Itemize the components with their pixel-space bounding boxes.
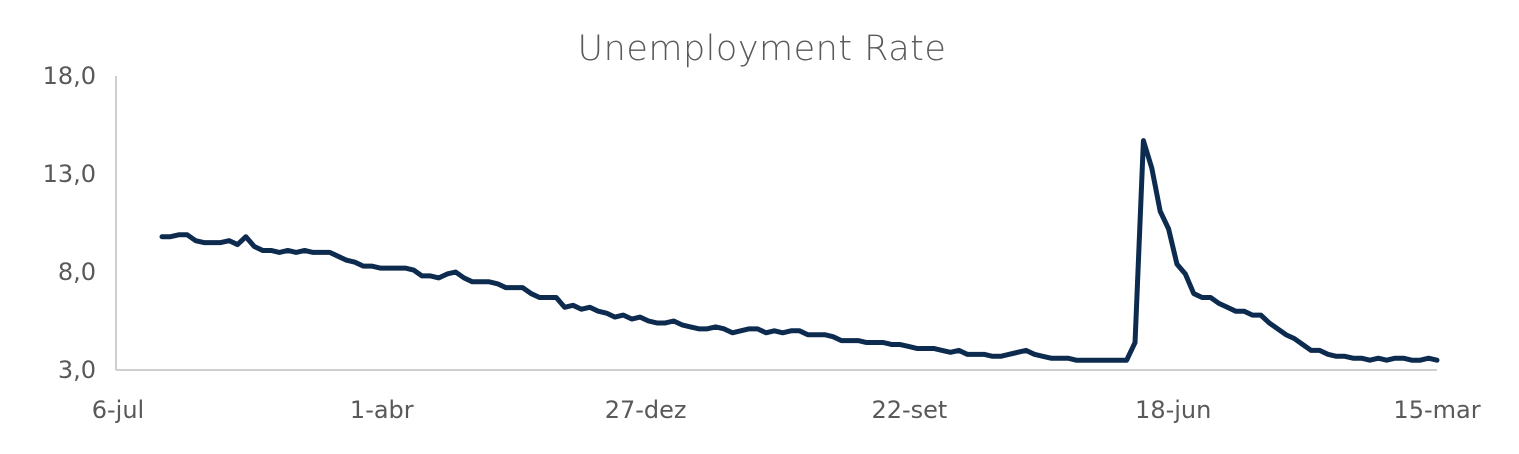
x-tick-label: 15-mar — [1393, 396, 1480, 424]
x-tick-label: 18-jun — [1135, 396, 1211, 424]
y-tick-label: 8,0 — [58, 258, 96, 286]
y-tick-label: 3,0 — [58, 356, 96, 384]
x-tick-label: 27-dez — [605, 396, 687, 424]
y-tick-label: 13,0 — [43, 160, 96, 188]
x-tick-label: 1-abr — [350, 396, 414, 424]
x-tick-label: 6-jul — [92, 396, 144, 424]
x-tick-label: 22-set — [871, 396, 947, 424]
series-line — [159, 138, 1440, 363]
chart-title: Unemployment Rate — [578, 29, 947, 69]
y-tick-labels: 3,0 8,0 13,0 18,0 — [43, 62, 96, 384]
y-tick-label: 18,0 — [43, 62, 96, 90]
x-tick-labels: 6-jul 1-abr 27-dez 22-set 18-jun 15-mar — [92, 396, 1481, 424]
